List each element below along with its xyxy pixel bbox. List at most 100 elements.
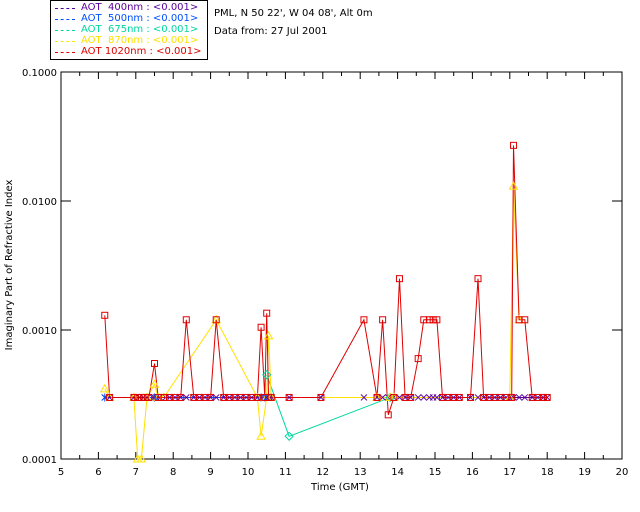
data-point-x [485, 394, 493, 401]
data-point-x [143, 394, 151, 401]
legend-label: AOT 500nm : <0.001> [81, 13, 199, 24]
x-tick-label: 16 [466, 467, 479, 478]
data-point-square [429, 316, 437, 324]
data-point-x [474, 394, 482, 401]
data-point-x [515, 394, 523, 401]
legend-entry: AOT 400nm : <0.001> [55, 2, 198, 14]
data-point-square [207, 393, 215, 401]
data-point-x [543, 394, 551, 401]
data-point-x [196, 394, 203, 401]
data-point-x [455, 394, 463, 401]
x-tick-label: 7 [133, 467, 139, 478]
data-point-x [106, 394, 113, 401]
x-tick-label: 6 [95, 467, 101, 478]
data-point-x [373, 394, 381, 401]
data-point-x [433, 394, 441, 401]
x-tick-label: 14 [391, 467, 404, 478]
data-point-triangle [99, 383, 110, 393]
data-point-square [510, 141, 518, 149]
data-point-square [395, 275, 403, 283]
data-point-x [528, 394, 536, 401]
x-tick-label: 18 [541, 467, 554, 478]
data-point-square [360, 316, 368, 324]
data-point-square [134, 393, 142, 401]
data-point-x [510, 394, 517, 401]
data-point-x [171, 394, 179, 401]
data-point-square [467, 393, 475, 401]
x-axis-label: Time (GMT) [310, 482, 369, 493]
data-point-diamond [261, 370, 272, 380]
data-point-square [212, 316, 220, 324]
data-point-x [130, 394, 138, 401]
y-axis-label: Imaginary Part of Refractive Index [4, 180, 15, 351]
data-point-square [433, 316, 441, 324]
data-point-square [257, 323, 265, 331]
data-point-square [130, 393, 138, 401]
legend-label: AOT 870nm : <0.001> [81, 35, 199, 46]
date-info: Data from: 27 Jul 2001 [214, 26, 328, 37]
data-point-square [425, 316, 433, 324]
data-point-x [467, 394, 474, 401]
data-point-x [231, 394, 239, 401]
data-point-x [220, 394, 228, 401]
data-point-square [407, 393, 415, 401]
x-tick-label: 11 [279, 467, 292, 478]
data-point-x [237, 394, 244, 401]
data-point-square [414, 355, 422, 363]
data-point-diamond [284, 431, 294, 441]
x-tick-label: 15 [429, 467, 442, 478]
data-point-x [317, 394, 325, 401]
y-tick-label: 0.0001 [22, 455, 57, 466]
data-point-x [360, 394, 368, 401]
data-point-square [373, 393, 381, 401]
legend-entry: AOT 500nm : <0.001> [55, 13, 198, 25]
site-info: PML, N 50 22', W 04 08', Alt 0m [214, 8, 373, 19]
legend-entry: AOT 675nm : <0.001> [55, 24, 198, 36]
legend-swatch [55, 29, 75, 31]
data-point-x [207, 394, 214, 401]
y-tick-label: 0.1000 [22, 68, 57, 79]
data-point-square [177, 393, 185, 401]
data-point-square [253, 393, 261, 401]
data-point-x [182, 394, 190, 401]
legend-swatch [55, 51, 75, 53]
data-point-x [225, 394, 233, 401]
data-point-square [521, 316, 529, 324]
data-point-x [201, 394, 209, 401]
data-point-x [285, 394, 293, 401]
legend-entry: AOT 870nm : <0.001> [55, 35, 198, 47]
data-point-square [543, 393, 551, 401]
data-point-square [379, 316, 387, 324]
data-point-x [497, 394, 504, 401]
data-point-x [502, 394, 510, 401]
x-tick-label: 17 [503, 467, 516, 478]
data-point-square [151, 359, 158, 367]
data-point-x [420, 394, 428, 401]
legend-label: AOT 675nm : <0.001> [81, 24, 199, 35]
x-tick-label: 12 [316, 467, 329, 478]
legend-entry: AOT 1020nm : <0.001> [55, 46, 201, 58]
data-point-square [267, 393, 275, 401]
legend-label: AOT 400nm : <0.001> [81, 2, 199, 13]
data-point-x [491, 394, 499, 401]
y-tick-label: 0.0010 [22, 326, 57, 337]
data-point-x [242, 394, 250, 401]
data-point-square [106, 393, 114, 401]
data-point-triangle [256, 431, 266, 440]
legend: AOT 400nm : <0.001> AOT 500nm : <0.001> AO… [50, 0, 208, 60]
data-point-square [539, 393, 547, 401]
data-point-x [521, 394, 529, 401]
data-point-x [444, 394, 452, 401]
data-point-square [137, 393, 145, 401]
legend-label: AOT 1020nm : <0.001> [81, 46, 202, 57]
data-point-square [141, 393, 149, 401]
data-point-square [384, 411, 392, 419]
data-point-square [390, 393, 398, 401]
series-line-3 [104, 186, 520, 460]
data-point-triangle [508, 181, 519, 190]
x-tick-label: 8 [170, 467, 176, 478]
data-point-x [534, 394, 542, 401]
data-point-x [414, 394, 422, 401]
data-point-square [455, 393, 463, 401]
